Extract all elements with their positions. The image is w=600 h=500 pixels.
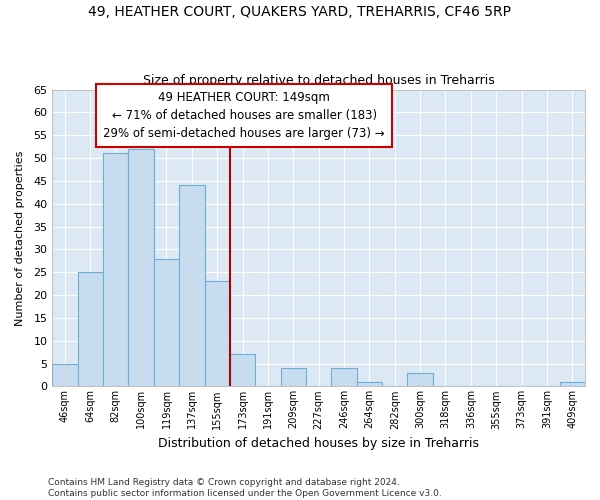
Text: 49, HEATHER COURT, QUAKERS YARD, TREHARRIS, CF46 5RP: 49, HEATHER COURT, QUAKERS YARD, TREHARR… xyxy=(89,5,511,19)
Y-axis label: Number of detached properties: Number of detached properties xyxy=(15,150,25,326)
Bar xyxy=(52,364,77,386)
Title: Size of property relative to detached houses in Treharris: Size of property relative to detached ho… xyxy=(143,74,494,87)
Bar xyxy=(154,258,179,386)
X-axis label: Distribution of detached houses by size in Treharris: Distribution of detached houses by size … xyxy=(158,437,479,450)
Bar xyxy=(230,354,255,386)
Bar xyxy=(357,382,382,386)
Bar xyxy=(128,149,154,386)
Text: 49 HEATHER COURT: 149sqm
← 71% of detached houses are smaller (183)
29% of semi-: 49 HEATHER COURT: 149sqm ← 71% of detach… xyxy=(103,91,385,140)
Bar xyxy=(407,372,433,386)
Bar xyxy=(560,382,585,386)
Bar xyxy=(103,154,128,386)
Bar xyxy=(205,282,230,387)
Bar xyxy=(331,368,357,386)
Bar xyxy=(77,272,103,386)
Text: Contains HM Land Registry data © Crown copyright and database right 2024.
Contai: Contains HM Land Registry data © Crown c… xyxy=(48,478,442,498)
Bar xyxy=(281,368,306,386)
Bar xyxy=(179,186,205,386)
